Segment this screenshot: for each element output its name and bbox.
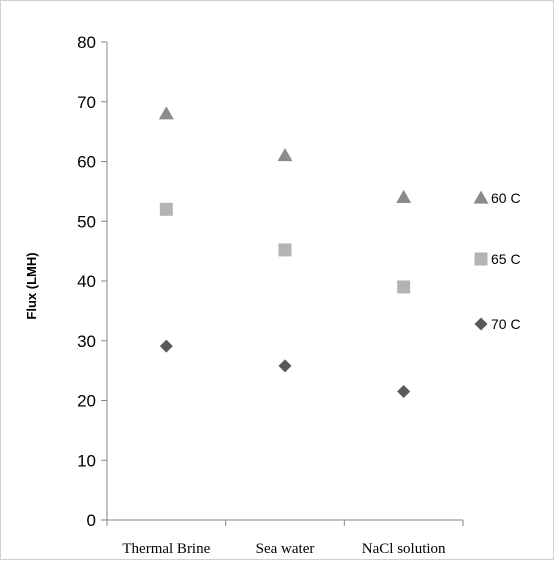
data-point [277, 148, 293, 162]
data-point [159, 202, 173, 216]
legend-marker-diamond [474, 317, 488, 331]
y-tick-label: 10 [77, 451, 96, 470]
legend-label: 70 C [491, 316, 521, 332]
chart-area-border [0, 0, 554, 560]
y-tick-label: 40 [77, 272, 96, 291]
legend-label: 60 C [491, 190, 521, 206]
y-tick-label: 70 [77, 93, 96, 112]
series-triangle [158, 106, 412, 203]
data-point [278, 243, 292, 257]
data-point [397, 385, 411, 399]
series-diamond [159, 339, 411, 399]
y-axis-ticks: 0 10 20 30 40 50 60 70 80 [77, 33, 107, 530]
data-point [397, 280, 411, 294]
y-tick-label: 80 [77, 33, 96, 52]
data-point [159, 339, 173, 353]
legend-marker-square [474, 252, 488, 266]
y-axis-label: Flux (LMH) [24, 252, 39, 319]
legend-marker-triangle [473, 190, 489, 204]
y-tick-label: 20 [77, 392, 96, 411]
legend-label: 65 C [491, 251, 521, 267]
y-tick-label: 50 [77, 212, 96, 231]
series-square [159, 202, 411, 294]
x-axis-ticks: Thermal Brine Sea water NaCl solution [106, 520, 464, 557]
x-tick-label: Thermal Brine [122, 541, 210, 557]
legend: 60 C 65 C 70 C [473, 190, 521, 332]
data-point [396, 189, 412, 203]
data-point [158, 106, 174, 120]
x-tick-label: Sea water [256, 541, 315, 557]
x-tick-label: NaCl solution [362, 541, 446, 557]
y-tick-label: 0 [87, 511, 96, 530]
y-tick-label: 30 [77, 332, 96, 351]
y-tick-label: 60 [77, 153, 96, 172]
data-point [278, 359, 292, 373]
data-points [158, 106, 412, 399]
